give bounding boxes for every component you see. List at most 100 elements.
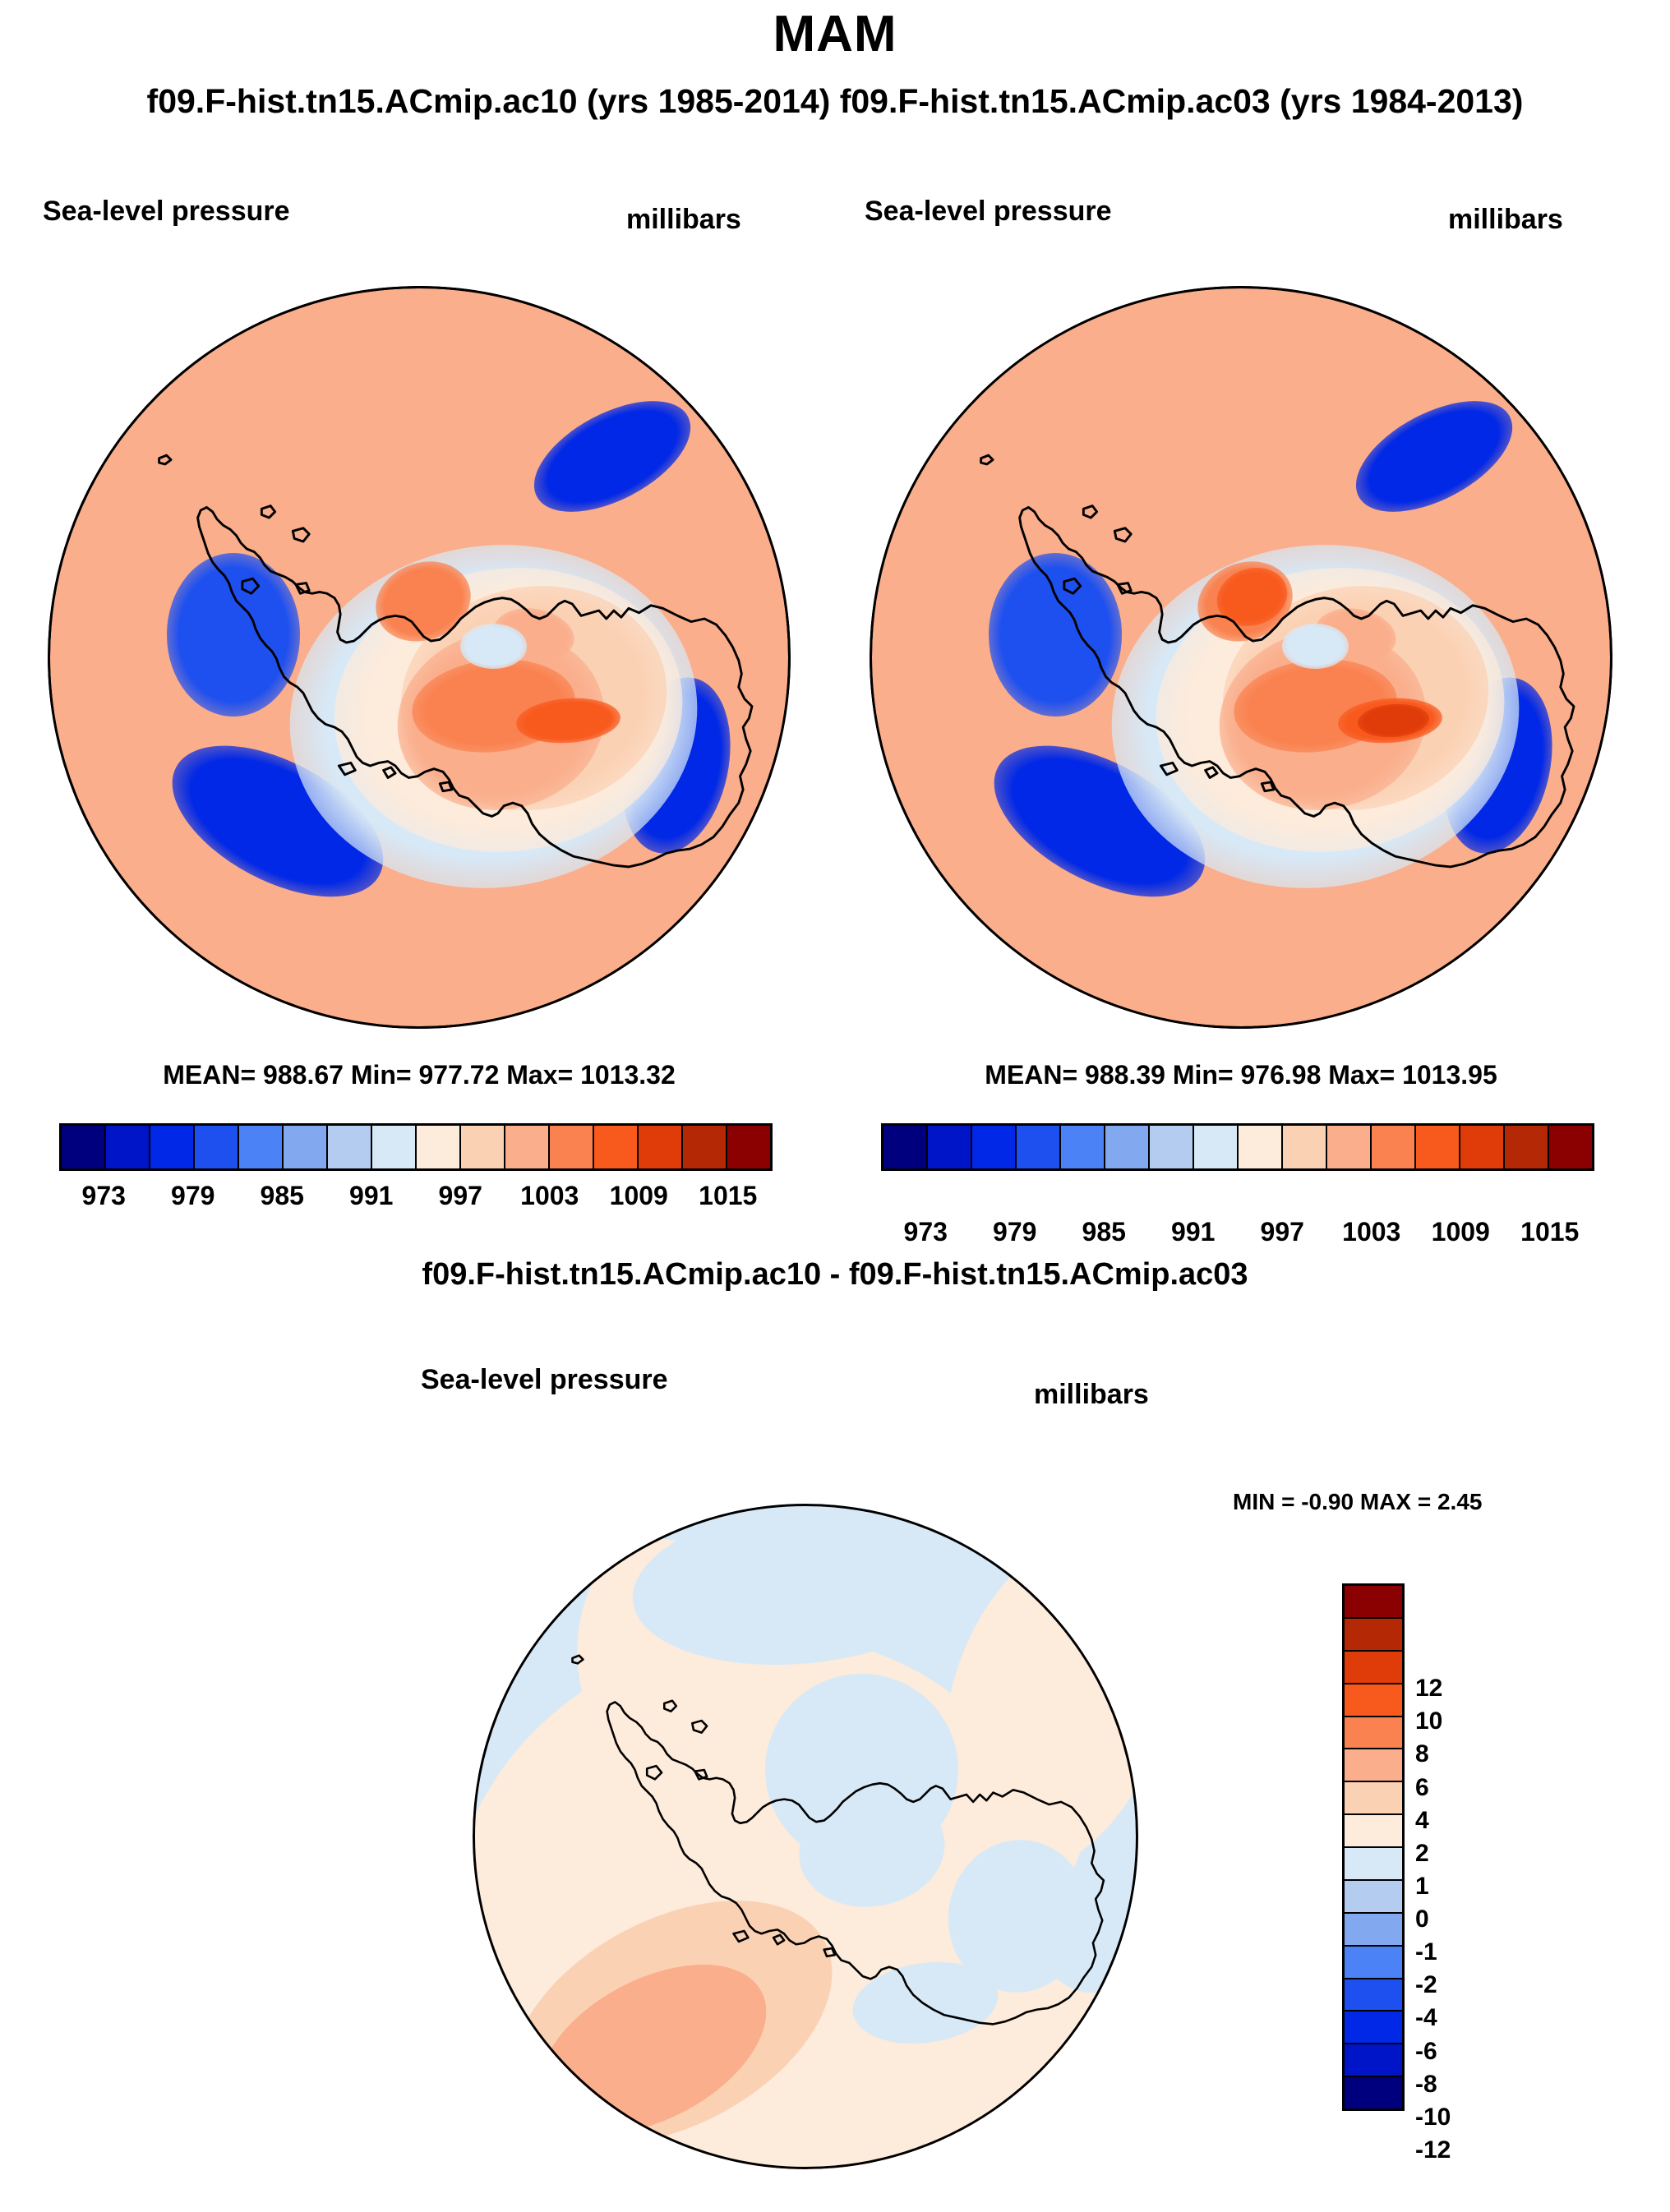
colorbar-tick-label: 4	[1415, 1806, 1429, 1834]
main-title: MAM	[773, 6, 897, 62]
colorbar-cell-12	[1416, 1126, 1460, 1168]
colorbar-difference-ticks: 12 10 8 6 4 2 1 0 -1 -2 -4 -6 -8 -10 -12	[1415, 1656, 1539, 2183]
cool-notch	[459, 624, 528, 669]
colorbar-cell-0	[883, 1126, 928, 1168]
colorbar-tick-label: 973	[81, 1181, 126, 1210]
colorbar-cell-8	[1239, 1126, 1283, 1168]
diff-panel-minmax: MIN = -0.90 MAX = 2.45	[1233, 1489, 1483, 1514]
colorbar-cell-12	[1345, 1979, 1402, 2012]
colorbar-tick-label: 8	[1415, 1740, 1429, 1768]
colorbar-tick-label: 1009	[1431, 1217, 1490, 1247]
diff-negative-indian	[1041, 1892, 1138, 1993]
colorbar-cell-9	[461, 1126, 505, 1168]
colorbar-tick-label: 1009	[609, 1181, 668, 1210]
colorbar-cell-5	[1105, 1126, 1150, 1168]
colorbar-cell-15	[727, 1126, 770, 1168]
colorbar-cell-15	[1549, 1126, 1592, 1168]
colorbar-tick-label: -12	[1415, 2136, 1451, 2164]
colorbar-cell-3	[1345, 1684, 1402, 1717]
colorbar-cell-15	[1345, 2077, 1402, 2108]
diff-panel-units-label: millibars	[1034, 1379, 1149, 1410]
colorbar-tick-label: 1003	[1342, 1217, 1401, 1247]
colorbar-cell-9	[1345, 1880, 1402, 1914]
colorbar-tick-label: 973	[903, 1217, 948, 1247]
colorbar-tick-label: 985	[260, 1181, 304, 1210]
colorbar-cell-7	[1345, 1815, 1402, 1848]
cool-notch	[1281, 624, 1349, 669]
colorbar-cell-0	[62, 1126, 106, 1168]
colorbar-tick-label: 997	[438, 1181, 482, 1210]
colorbar-tick-label: -1	[1415, 1938, 1437, 1966]
low-trough-weddell	[988, 553, 1123, 717]
colorbar-cell-4	[1061, 1126, 1105, 1168]
colorbar-tick-label: 2	[1415, 1839, 1429, 1867]
low-trough-weddell	[166, 553, 301, 717]
colorbar-cell-1	[928, 1126, 972, 1168]
colorbar-tick-label: 0	[1415, 1906, 1429, 1933]
colorbar-cell-8	[417, 1126, 461, 1168]
map-globe-left[interactable]	[48, 286, 791, 1029]
colorbar-tick-label: 1	[1415, 1872, 1429, 1900]
colorbar-cell-7	[1194, 1126, 1239, 1168]
colorbar-cell-9	[1283, 1126, 1327, 1168]
colorbar-cell-11	[1345, 1946, 1402, 1979]
colorbar-right[interactable]	[881, 1123, 1594, 1171]
colorbar-cell-10	[1327, 1126, 1372, 1168]
colorbar-cell-2	[972, 1126, 1017, 1168]
left-panel-variable-label: Sea-level pressure	[43, 196, 290, 227]
colorbar-cell-13	[1345, 2012, 1402, 2045]
colorbar-cell-4	[239, 1126, 284, 1168]
colorbar-tick-label: -8	[1415, 2070, 1437, 2098]
colorbar-tick-label: 1015	[699, 1181, 758, 1210]
colorbar-cell-11	[1372, 1126, 1416, 1168]
colorbar-tick-label: 991	[349, 1181, 394, 1210]
antarctica-coastline	[158, 454, 754, 869]
colorbar-tick-label: 12	[1415, 1675, 1443, 1703]
colorbar-cell-14	[683, 1126, 727, 1168]
colorbar-cell-2	[150, 1126, 195, 1168]
map-globe-difference[interactable]	[473, 1504, 1138, 2169]
colorbar-cell-6	[1150, 1126, 1194, 1168]
colorbar-cell-1	[106, 1126, 150, 1168]
colorbar-cell-12	[594, 1126, 639, 1168]
diff-panel-variable-label: Sea-level pressure	[421, 1364, 668, 1395]
colorbar-cell-13	[639, 1126, 683, 1168]
colorbar-cell-8	[1345, 1848, 1402, 1881]
difference-title: f09.F-hist.tn15.ACmip.ac10 - f09.F-hist.…	[422, 1257, 1248, 1292]
colorbar-difference[interactable]	[1342, 1583, 1405, 2111]
colorbar-cell-10	[1345, 1913, 1402, 1947]
colorbar-cell-14	[1345, 2044, 1402, 2078]
right-panel-stats: MEAN= 988.39 Min= 976.98 Max= 1013.95	[985, 1060, 1497, 1090]
colorbar-tick-label: 979	[993, 1217, 1037, 1247]
antarctica-coastline	[571, 1654, 1105, 2025]
colorbar-tick-label: -6	[1415, 2037, 1437, 2065]
colorbar-tick-label: -4	[1415, 2004, 1437, 2032]
colorbar-tick-label: -2	[1415, 1971, 1437, 1999]
colorbar-cell-13	[1460, 1126, 1505, 1168]
colorbar-cell-4	[1345, 1717, 1402, 1750]
colorbar-tick-label: 10	[1415, 1707, 1443, 1735]
colorbar-tick-label: 979	[171, 1181, 215, 1210]
colorbar-cell-5	[284, 1126, 328, 1168]
colorbar-left-ticks: 973 979 985 991 997 1003 1009 1015	[59, 1181, 773, 1217]
colorbar-tick-label: 985	[1082, 1217, 1126, 1247]
colorbar-cell-6	[328, 1126, 372, 1168]
colorbar-cell-5	[1345, 1749, 1402, 1783]
colorbar-cell-7	[372, 1126, 417, 1168]
colorbar-cell-11	[550, 1126, 594, 1168]
map-globe-right[interactable]	[870, 286, 1612, 1029]
colorbar-cell-2	[1345, 1651, 1402, 1684]
colorbar-tick-label: -10	[1415, 2103, 1451, 2131]
colorbar-cell-1	[1345, 1618, 1402, 1652]
colorbar-left[interactable]	[59, 1123, 773, 1171]
colorbar-tick-label: 1015	[1520, 1217, 1580, 1247]
figure-subtitle: f09.F-hist.tn15.ACmip.ac10 (yrs 1985-201…	[146, 82, 1524, 120]
colorbar-cell-3	[195, 1126, 239, 1168]
colorbar-tick-label: 1003	[520, 1181, 579, 1210]
colorbar-cell-3	[1017, 1126, 1061, 1168]
colorbar-cell-10	[505, 1126, 550, 1168]
colorbar-cell-14	[1505, 1126, 1549, 1168]
right-panel-units-label: millibars	[1448, 204, 1563, 235]
left-panel-stats: MEAN= 988.67 Min= 977.72 Max= 1013.32	[163, 1060, 676, 1090]
left-panel-units-label: millibars	[626, 204, 741, 235]
